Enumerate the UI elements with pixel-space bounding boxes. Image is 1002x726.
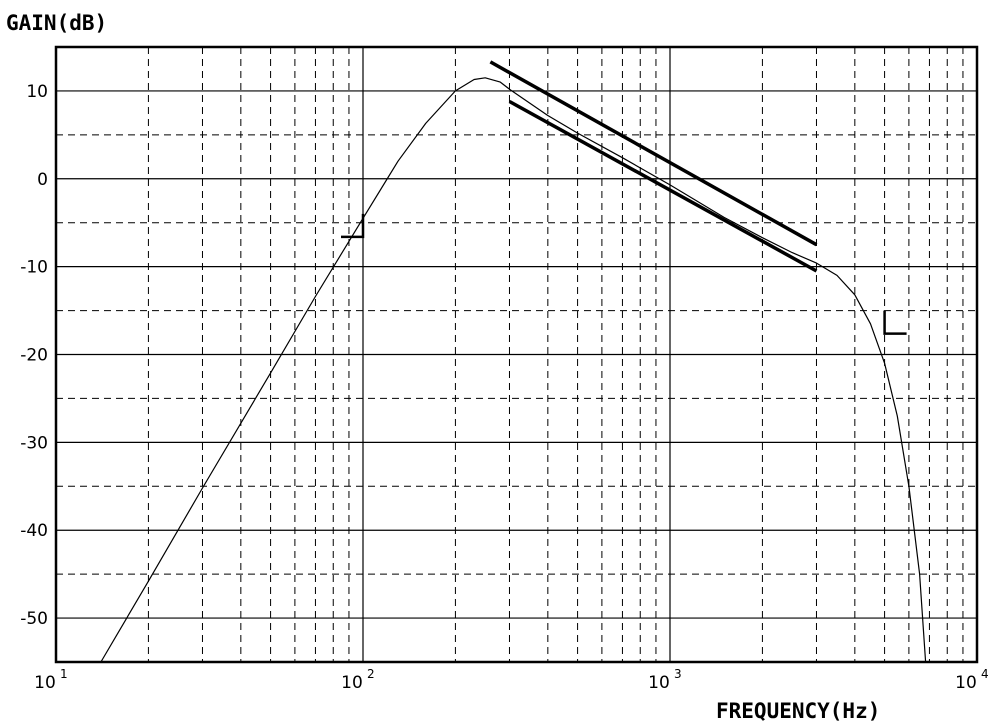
x-tick-label: 10: [341, 673, 363, 693]
y-tick-label: 10: [26, 82, 48, 102]
corner-mark: [341, 213, 365, 239]
y-tick-label: -40: [20, 521, 48, 541]
y-axis-label: GAIN(dB): [6, 11, 107, 35]
x-tick-labels: 10 1 10 2 10 3 10 4: [34, 667, 988, 693]
x-tick-label: 10: [955, 673, 977, 693]
asymptote-line: [508, 99, 818, 273]
y-tick-label: -20: [20, 346, 48, 366]
annotations: [341, 213, 907, 335]
x-tick-exponent: 1: [60, 667, 68, 681]
x-tick-exponent: 3: [674, 667, 682, 681]
y-tick-label: -30: [20, 433, 48, 453]
asymptote-line: [489, 60, 818, 247]
series-group: [100, 60, 927, 663]
y-tick-labels: 10 0 -10 -20 -30 -40 -50: [20, 82, 48, 629]
x-axis-label: FREQUENCY(Hz): [716, 699, 880, 723]
x-tick-exponent: 2: [367, 667, 375, 681]
x-tick-exponent: 4: [981, 667, 989, 681]
x-tick-label: 10: [34, 673, 56, 693]
y-tick-label: -50: [20, 609, 48, 629]
grid: [56, 47, 977, 662]
y-tick-label: 0: [37, 170, 48, 190]
x-tick-label: 10: [648, 673, 670, 693]
gain-curve: [100, 77, 927, 663]
corner-mark: [883, 310, 907, 335]
plot-frame: [54, 45, 979, 664]
y-tick-label: -10: [20, 258, 48, 278]
